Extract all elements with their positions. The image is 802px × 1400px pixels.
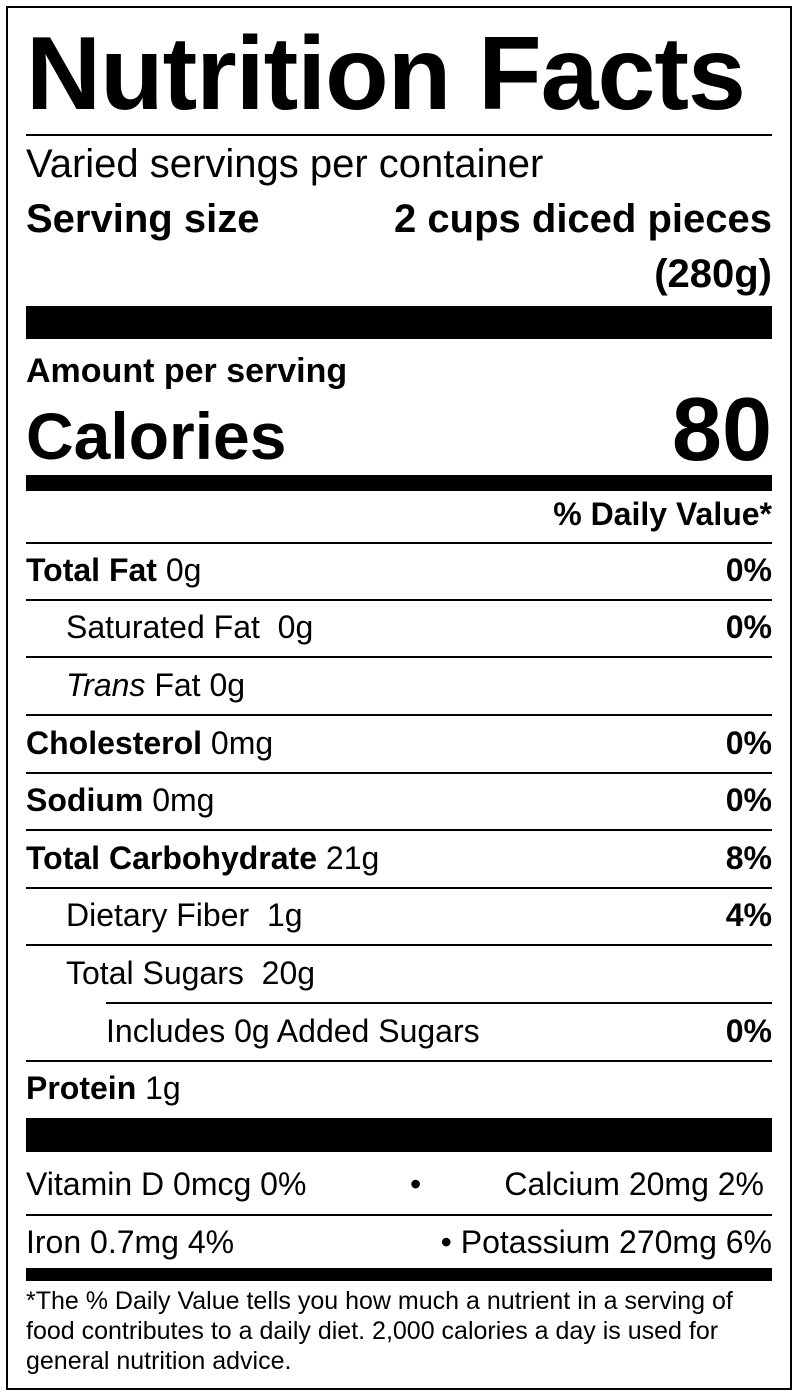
calories-label: Calories — [26, 399, 287, 473]
nutrient-row-added-sugars: Includes 0g Added Sugars 0% — [26, 1003, 772, 1059]
divider-thin — [26, 656, 772, 658]
nutrient-daily-value: 0% — [725, 725, 772, 761]
divider-thin — [26, 829, 772, 831]
nutrient-name: Saturated Fat 0g — [66, 609, 314, 645]
nutrient-name: Total Carbohydrate 21g — [26, 840, 380, 876]
divider-medium — [26, 1268, 772, 1281]
divider-thin-indented — [106, 1002, 772, 1004]
nutrient-name: Total Sugars 20g — [66, 955, 316, 991]
nutrient-row-total-carbohydrate: Total Carbohydrate 21g 8% — [26, 830, 772, 886]
label-content: Nutrition Facts Varied servings per cont… — [26, 8, 772, 1388]
divider-thin — [26, 1214, 772, 1216]
serving-size-label: Serving size — [26, 197, 260, 241]
nutrient-daily-value: 8% — [725, 840, 772, 876]
divider-thick — [26, 1118, 772, 1152]
divider-medium — [26, 475, 772, 491]
nutrient-row-total-sugars: Total Sugars 20g — [26, 945, 772, 1001]
nutrient-row-dietary-fiber: Dietary Fiber 1g 4% — [26, 887, 772, 943]
divider-thin — [26, 887, 772, 889]
nutrient-daily-value: 0% — [725, 1013, 772, 1049]
nutrient-name: Sodium 0mg — [26, 782, 215, 818]
potassium: • Potassium 270mg 6% — [440, 1224, 772, 1260]
divider-thin — [26, 542, 772, 544]
nutrition-facts-label: Nutrition Facts Varied servings per cont… — [6, 6, 792, 1390]
nutrient-row-total-fat: Total Fat 0g 0% — [26, 542, 772, 598]
nutrient-daily-value: 0% — [725, 552, 772, 588]
servings-per-container: Varied servings per container — [26, 142, 544, 186]
amount-per-serving: Amount per serving — [26, 352, 348, 390]
serving-size-value: 2 cups diced pieces — [394, 197, 772, 241]
divider-thin — [26, 714, 772, 716]
nutrient-row-trans-fat: Trans Fat 0g — [26, 657, 772, 713]
divider-thin — [26, 772, 772, 774]
nutrient-row-sodium: Sodium 0mg 0% — [26, 772, 772, 828]
vitamin-separator: • — [410, 1166, 422, 1202]
daily-value-header: % Daily Value* — [553, 496, 772, 532]
nutrient-row-protein: Protein 1g — [26, 1060, 772, 1116]
calories-value: 80 — [671, 380, 772, 480]
footnote: *The % Daily Value tells you how much a … — [26, 1287, 733, 1375]
divider-thin — [26, 944, 772, 946]
nutrient-row-cholesterol: Cholesterol 0mg 0% — [26, 715, 772, 771]
divider-thin — [26, 1060, 772, 1062]
nutrient-name: Includes 0g Added Sugars — [106, 1013, 480, 1049]
nutrient-name: Cholesterol 0mg — [26, 725, 274, 761]
serving-size-grams: (280g) — [654, 252, 772, 296]
nutrient-name: Dietary Fiber 1g — [66, 897, 303, 933]
nutrient-daily-value: 4% — [725, 897, 772, 933]
nutrient-name: Protein 1g — [26, 1070, 181, 1106]
nutrient-row-saturated-fat: Saturated Fat 0g 0% — [26, 599, 772, 655]
divider-thin — [26, 134, 772, 136]
calcium: Calcium 20mg 2% — [504, 1166, 764, 1202]
nutrient-name: Total Fat 0g — [26, 552, 202, 588]
divider-thick — [26, 306, 772, 339]
nutrient-daily-value: 0% — [725, 609, 772, 645]
label-title: Nutrition Facts — [26, 16, 746, 132]
divider-thin — [26, 599, 772, 601]
vitamin-d: Vitamin D 0mcg 0% — [26, 1166, 307, 1202]
iron: Iron 0.7mg 4% — [26, 1224, 235, 1260]
nutrient-name: Trans Fat 0g — [66, 667, 246, 703]
nutrient-daily-value: 0% — [725, 782, 772, 818]
